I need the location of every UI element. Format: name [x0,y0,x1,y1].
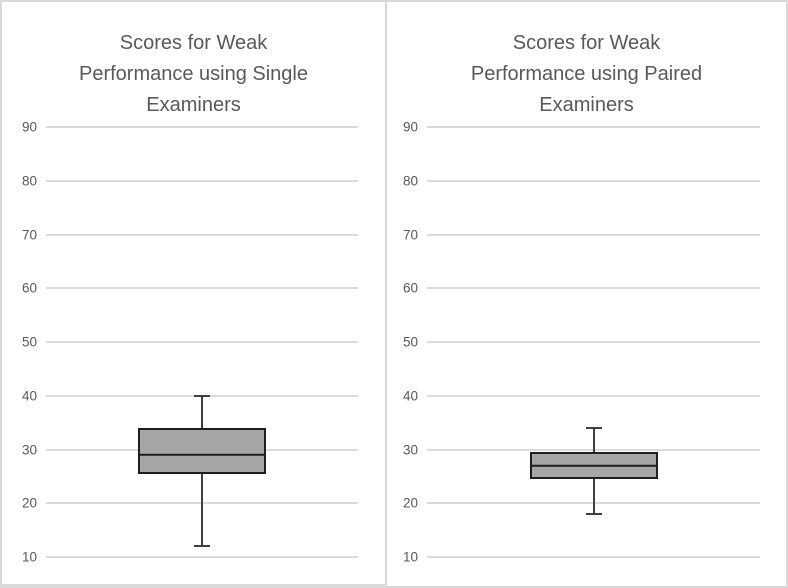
boxplot [529,127,658,557]
chart-title: Scores for Weak Performance using Single… [78,32,308,116]
gridline [46,556,358,558]
y-axis-tick-label: 70 [402,227,418,242]
gridline [46,179,358,182]
y-axis-tick-label: 60 [21,280,37,296]
lower-whisker-line [201,473,203,547]
lower-whisker-cap [585,513,602,515]
gridline [46,126,358,128]
y-axis-tick-label: 80 [21,173,37,189]
boxplot [138,127,266,557]
gridline [427,556,760,558]
upper-whisker-line [201,395,203,428]
gridline [427,179,760,182]
y-axis-tick-label: 80 [402,173,418,189]
gridline [46,341,358,343]
gridline [427,233,760,236]
upper-whisker-line [592,428,595,453]
upper-whisker-cap [585,427,602,429]
gridline [46,287,358,290]
chart-panel-single-examiners: Scores for Weak Performance using Single… [2,2,387,586]
plot-area: 90 80 70 60 50 40 30 20 10 [22,120,358,565]
y-axis-tick-label: 70 [21,227,37,242]
y-axis-tick-label: 30 [21,442,37,457]
y-axis-tick-label: 90 [402,119,418,135]
y-axis-tick-label: 30 [402,442,418,457]
chart-title: Scores for Weak Performance using Paired… [470,32,703,116]
gridline [46,233,358,236]
y-axis-tick-label: 50 [21,334,37,350]
y-axis-tick-label: 50 [402,334,418,350]
chart-panel-paired-examiners: Scores for Weak Performance using Paired… [387,2,786,586]
lower-whisker-line [592,479,595,514]
plot-area: 90 80 70 60 50 40 30 20 10 [403,120,760,565]
median-line [138,453,266,457]
median-line [529,464,658,467]
interquartile-box [138,428,266,474]
gridline [427,287,760,290]
y-axis-tick-label: 40 [21,388,37,404]
y-axis-tick-label: 60 [402,280,418,296]
y-axis-tick-label: 40 [402,388,418,404]
gridline [427,394,760,397]
lower-whisker-cap [194,545,210,548]
y-axis-tick-label: 10 [21,549,37,565]
y-axis-tick-label: 10 [402,549,418,565]
y-axis-tick-label: 20 [21,495,37,511]
gridline [427,341,760,343]
upper-whisker-cap [194,394,210,397]
gridline [427,126,760,128]
y-axis-tick-label: 20 [402,495,418,511]
y-axis-tick-label: 90 [21,119,37,135]
